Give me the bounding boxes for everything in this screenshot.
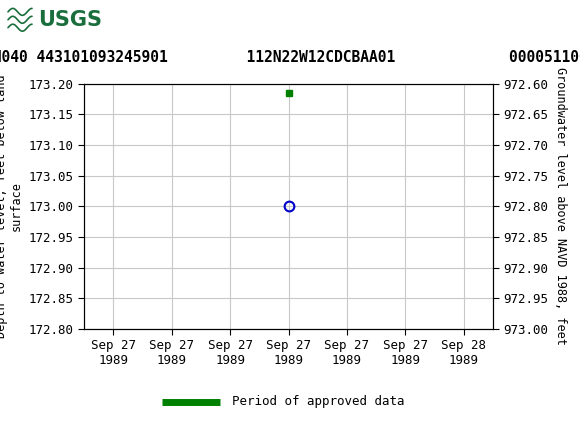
Y-axis label: Groundwater level above NAVD 1988, feet: Groundwater level above NAVD 1988, feet (554, 68, 567, 345)
FancyBboxPatch shape (5, 4, 75, 36)
Text: USGS: USGS (38, 10, 102, 30)
Text: Period of approved data: Period of approved data (232, 395, 404, 408)
Text: MN040 443101093245901         112N22W12CDCBAA01             0000511004: MN040 443101093245901 112N22W12CDCBAA01 … (0, 50, 580, 65)
Y-axis label: Depth to water level, feet below land
surface: Depth to water level, feet below land su… (0, 74, 23, 338)
